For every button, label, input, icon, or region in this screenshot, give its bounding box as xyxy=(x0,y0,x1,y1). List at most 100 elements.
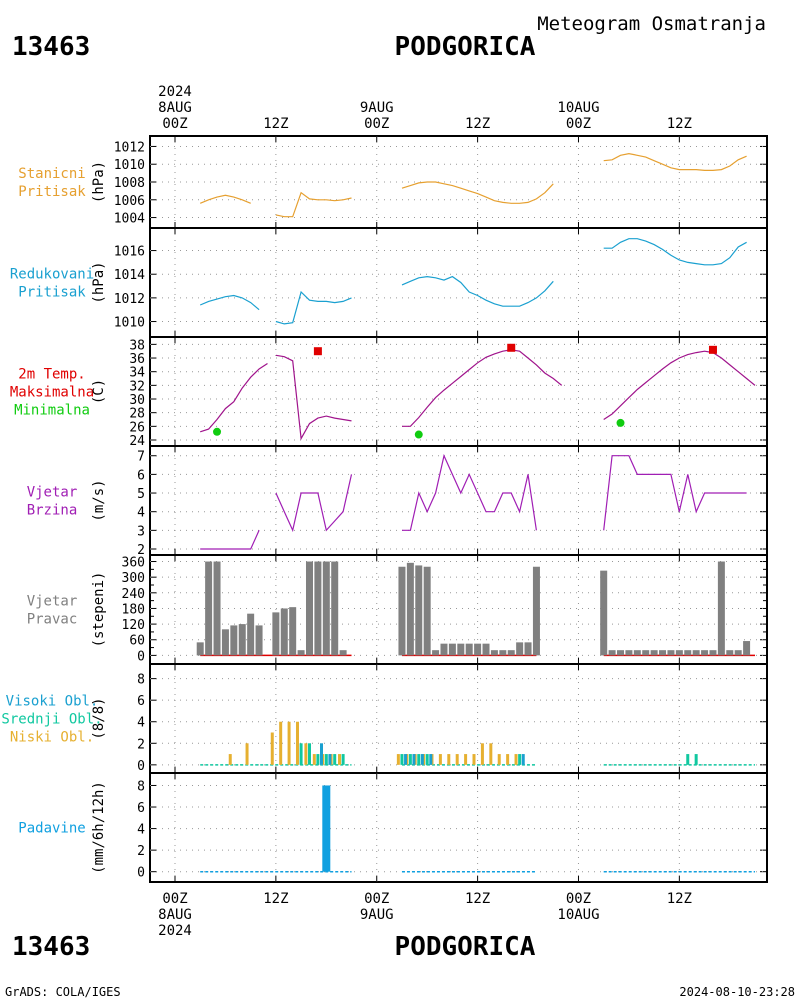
bar-cloud_low xyxy=(514,754,518,765)
bar-cloud_high xyxy=(404,754,408,765)
panel-label: Visoki Obl. xyxy=(6,694,99,710)
footer-credit: GrADS: COLA/IGES xyxy=(5,985,121,999)
bar-cloud_mid xyxy=(694,754,698,765)
y-tick-label: 2 xyxy=(137,844,145,859)
bar xyxy=(600,570,608,656)
bar xyxy=(608,650,616,656)
bar xyxy=(482,643,490,656)
panel-precipitation: 0 2 4 6 8 Padavine (mm/6h/12h) xyxy=(18,772,768,883)
bar xyxy=(692,650,700,656)
bar xyxy=(516,642,524,656)
y-tick-label: 1004 xyxy=(114,212,145,227)
bar xyxy=(625,650,633,656)
panel-clouds: 0 2 4 6 8 Visoki Obl. Srednji Obl. Niski Obl.(8… xyxy=(1,663,768,774)
panel-label: Pritisak xyxy=(18,285,86,301)
bar xyxy=(322,785,331,872)
bar-cloud_low xyxy=(489,743,493,765)
bar xyxy=(717,561,725,656)
bar-cloud_low xyxy=(287,721,291,765)
marker-max xyxy=(507,343,516,352)
bar-cloud_low xyxy=(279,721,283,765)
bar xyxy=(667,650,675,656)
time-label-bottom: 00Z xyxy=(162,891,187,907)
y-tick-label: 36 xyxy=(129,352,145,367)
bar xyxy=(490,650,498,656)
bar xyxy=(305,561,313,656)
bar xyxy=(499,650,507,656)
bar-cloud_high xyxy=(521,754,525,765)
series-line xyxy=(402,349,563,427)
bar xyxy=(457,643,465,656)
time-label-bottom: 12Z xyxy=(667,891,692,907)
bar-cloud_mid xyxy=(299,743,303,765)
time-label-top: 00Z xyxy=(364,116,389,132)
date-label-bottom: 10AUG xyxy=(557,907,599,923)
bar-cloud_mid xyxy=(316,754,320,765)
bar-cloud_low xyxy=(455,754,459,765)
footer-timestamp: 2024-08-10-23:28 xyxy=(679,985,795,999)
station-name-top: PODGORICA xyxy=(395,32,536,62)
series-line xyxy=(200,530,260,550)
y-tick-label: 30 xyxy=(129,393,145,408)
marker-max xyxy=(708,345,717,354)
y-tick-label: 8 xyxy=(137,779,145,794)
date-label-bottom: 9AUG xyxy=(360,907,394,923)
y-tick-label: 2 xyxy=(137,737,145,752)
bar xyxy=(701,650,709,656)
y-tick-label: 1014 xyxy=(114,268,145,283)
bar xyxy=(339,650,347,656)
bar xyxy=(650,650,658,656)
bar-cloud_low xyxy=(472,754,476,765)
bar xyxy=(617,650,625,656)
chart-title: Meteogram Osmatranja xyxy=(537,13,766,35)
y-tick-label: 360 xyxy=(122,556,145,571)
panel-label: Pravac xyxy=(27,612,78,628)
bar xyxy=(314,561,322,656)
bar-cloud_high xyxy=(429,754,433,765)
bar-cloud_low xyxy=(295,721,299,765)
y-tick-label: 24 xyxy=(129,434,145,449)
bar xyxy=(297,650,305,656)
y-tick-label: 26 xyxy=(129,420,145,435)
series-line xyxy=(603,455,747,531)
series-line xyxy=(401,275,554,307)
bar xyxy=(423,566,431,656)
bar-cloud_low xyxy=(338,754,342,765)
bar xyxy=(507,650,515,656)
panel-frame xyxy=(149,135,768,229)
y-tick-label: 300 xyxy=(122,571,145,586)
series-line xyxy=(200,362,268,433)
bar xyxy=(684,650,692,656)
bar xyxy=(734,650,742,656)
bar xyxy=(238,624,246,656)
bar-cloud_high xyxy=(328,754,332,765)
bar-cloud_low xyxy=(396,754,400,765)
bar-cloud_low xyxy=(245,743,249,765)
bar-cloud_mid xyxy=(333,754,337,765)
series-line xyxy=(402,453,537,531)
panel-unit: (hPa) xyxy=(91,261,107,303)
panel-unit: (8/8) xyxy=(91,697,107,739)
time-label-top: 12Z xyxy=(263,116,288,132)
bar-cloud_low xyxy=(270,732,274,765)
marker-min xyxy=(213,427,222,436)
bar xyxy=(633,650,641,656)
panel-label: Minimalna xyxy=(14,403,90,419)
panel-label: Redukovani xyxy=(10,267,94,283)
time-label-bottom: 00Z xyxy=(364,891,389,907)
series-line xyxy=(401,181,554,204)
panel-frame xyxy=(149,227,768,338)
series-line xyxy=(275,290,352,325)
series-line xyxy=(603,238,747,266)
time-label-top: 00Z xyxy=(566,116,591,132)
panel-frame xyxy=(149,445,768,556)
marker-min xyxy=(414,430,423,439)
y-tick-label: 240 xyxy=(122,587,145,602)
bar xyxy=(398,566,406,656)
y-tick-label: 1006 xyxy=(114,194,145,209)
time-label-bottom: 12Z xyxy=(263,891,288,907)
bar xyxy=(642,650,650,656)
y-tick-label: 3 xyxy=(137,524,145,539)
panel-unit: (m/s) xyxy=(91,479,107,521)
bar xyxy=(230,625,238,656)
